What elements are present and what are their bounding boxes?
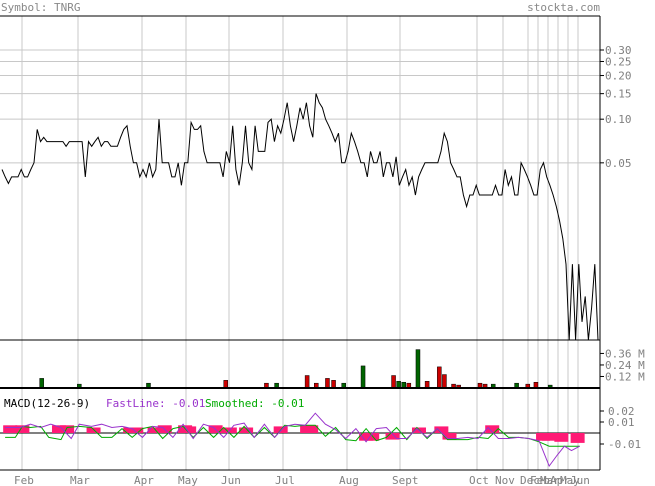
volume-bar	[396, 381, 401, 389]
macd-histogram-bar	[147, 427, 162, 433]
macd-tick-label: 0.01	[608, 416, 635, 429]
x-tick-label: Jun	[221, 474, 241, 486]
macd-histogram-bar	[15, 425, 30, 433]
macd-smoothed-line	[5, 424, 580, 447]
volume-panel	[39, 349, 553, 389]
macd-histogram-bar	[3, 425, 18, 433]
x-tick-label: Jun	[570, 474, 590, 486]
volume-bar	[39, 378, 44, 389]
macd-tick-label: 0.02	[608, 405, 635, 418]
price-panel	[1, 93, 599, 341]
price-tick-label: 0.25	[605, 55, 632, 68]
macd-histogram-bar	[239, 427, 254, 433]
macd-histogram-bar	[60, 425, 75, 433]
x-tick-label: Apr	[550, 474, 570, 486]
macd-histogram-bar	[385, 433, 400, 440]
macd-histogram-bar	[86, 427, 101, 433]
macd-histogram-bar	[434, 426, 449, 433]
x-tick-label: Nov	[495, 474, 515, 486]
price-tick-label: 0.05	[605, 157, 632, 170]
volume-bar	[223, 380, 229, 389]
x-tick-label: Mar	[70, 474, 90, 486]
x-tick-label: Apr	[134, 474, 154, 486]
macd-histogram-bar	[129, 427, 144, 433]
macd-fast-line	[5, 412, 580, 468]
price-tick-label: 0.30	[605, 44, 632, 57]
volume-bar	[304, 375, 310, 389]
chart-axes: Feb Mar Apr May Jun Jul Aug Sept Oct Nov DecFebMar…	[0, 15, 645, 486]
x-tick-label: Sept	[392, 474, 419, 486]
x-tick-label: Aug	[339, 474, 359, 486]
x-tick-label: Mar	[540, 474, 560, 486]
volume-tick-label: 0.24 M	[605, 359, 645, 372]
volume-bar	[442, 374, 447, 389]
macd-histogram-bar	[554, 433, 569, 442]
volume-bar	[360, 365, 366, 389]
macd-title: MACD(12-26-9)	[4, 397, 90, 410]
price-tick-label: 0.10	[605, 113, 632, 126]
volume-bar	[391, 375, 396, 389]
volume-bar	[325, 378, 330, 389]
site-name[interactable]: stockta.com	[527, 1, 600, 14]
macd-histogram-bar	[570, 433, 585, 443]
volume-tick-label: 0.36 M	[605, 347, 645, 360]
macd-histogram-bar	[365, 433, 380, 441]
volume-bar	[415, 349, 421, 389]
macd-histogram-bar	[51, 425, 66, 433]
x-tick-label: Dec	[520, 474, 540, 486]
volume-tick-label: 0.12 M	[605, 370, 645, 383]
x-tick-label: Feb	[14, 474, 34, 486]
macd-histogram-bar	[182, 426, 197, 433]
macd-tick-label: -0.01	[608, 438, 641, 451]
x-tick-label: Oct	[469, 474, 489, 486]
x-tick-label: Jul	[275, 474, 295, 486]
macd-histogram-bar	[304, 425, 319, 433]
price-line	[1, 93, 599, 341]
macd-histogram-bar	[542, 433, 557, 441]
macd-smoothed-label: Smoothed: -0.01	[205, 397, 304, 410]
macd-histogram-bar	[485, 425, 500, 433]
volume-bar	[437, 366, 442, 389]
macd-histogram-bar	[442, 433, 457, 440]
price-tick-label: 0.15	[605, 88, 632, 101]
volume-bar	[331, 380, 336, 389]
x-tick-label: May	[560, 474, 580, 486]
x-tick-label: May	[178, 474, 198, 486]
symbol-label: Symbol: TNRG	[1, 1, 81, 14]
chart-grid	[0, 16, 600, 470]
macd-panel	[0, 412, 600, 468]
volume-bar	[424, 381, 430, 389]
macd-fastline-label: FastLine: -0.01	[106, 397, 205, 410]
x-tick-label: Feb	[530, 474, 550, 486]
price-tick-label: 0.20	[605, 70, 632, 83]
